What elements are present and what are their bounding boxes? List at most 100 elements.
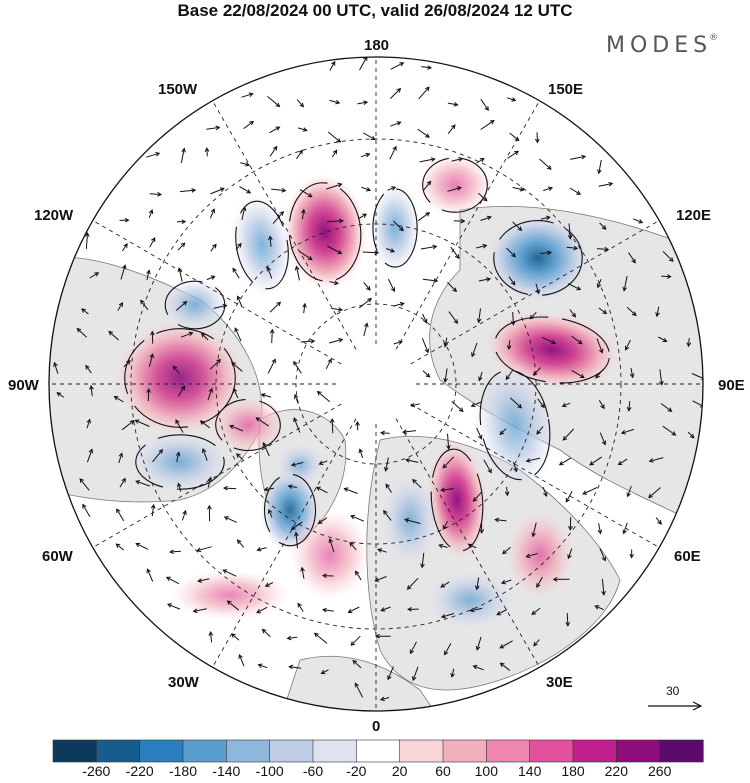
wind-arrow [169, 549, 181, 555]
wind-arrow [412, 478, 422, 489]
registered-mark: ® [709, 33, 719, 43]
lon-label-90w: 90W [8, 377, 39, 394]
wind-arrow [447, 102, 459, 107]
wind-arrow [328, 537, 335, 553]
wind-arrow [626, 401, 632, 412]
wind-arrow [239, 186, 252, 194]
wind-arrow [537, 398, 545, 409]
wind-arrow [387, 666, 394, 681]
colorbar-tick-label: -180 [168, 763, 198, 779]
wind-arrow [533, 639, 540, 647]
wind-arrow [177, 267, 183, 282]
wind-arrow [375, 633, 391, 639]
negative-anomaly [380, 472, 440, 568]
wind-arrow [207, 387, 214, 401]
wind-arrow [121, 420, 135, 431]
wind-arrow [321, 573, 334, 579]
wind-arrow [86, 418, 91, 429]
wind-arrow [354, 570, 362, 581]
wind-arrow [390, 62, 405, 70]
colorbar-tick-label: -60 [302, 763, 324, 779]
positive-anomaly [426, 440, 488, 560]
meridian-line [212, 100, 377, 385]
wind-arrow [287, 484, 297, 489]
wind-arrow [116, 508, 125, 522]
contour-line [263, 473, 317, 547]
wind-arrow [290, 521, 303, 530]
colorbar-tick-label: 60 [435, 763, 451, 779]
wind-arrow [446, 433, 451, 450]
positive-anomaly [170, 570, 290, 620]
wind-arrow [82, 503, 91, 518]
wind-arrow [404, 518, 421, 524]
wind-arrow [594, 605, 604, 611]
wind-arrow [628, 252, 636, 264]
wind-arrow [146, 568, 154, 582]
wind-arrow [386, 248, 395, 253]
wind-arrow [358, 297, 373, 309]
wind-arrow [412, 666, 419, 682]
wind-arrow [469, 607, 483, 613]
wind-arrow [206, 275, 216, 281]
lon-label-0: 0 [372, 718, 381, 735]
wind-arrow [204, 147, 210, 157]
wind-arrow [385, 483, 393, 493]
positive-anomaly [210, 395, 286, 455]
wind-arrow [476, 427, 483, 440]
colorbar-swatch [96, 739, 141, 763]
wind-arrow [438, 543, 448, 549]
wind-arrow [269, 328, 275, 344]
wind-arrow [85, 364, 92, 374]
wind-arrow [506, 97, 517, 102]
wind-arrow [565, 491, 573, 503]
wind-arrow [687, 431, 695, 439]
wind-arrow [686, 338, 692, 348]
wind-arrow [617, 458, 628, 466]
wind-arrow [208, 631, 214, 643]
wind-arrow [299, 250, 313, 261]
wind-arrow [331, 149, 338, 158]
negative-anomaly [275, 443, 325, 487]
wind-arrow [267, 358, 276, 374]
wind-arrow [236, 539, 245, 548]
wind-arrow [267, 508, 273, 518]
contour-line [164, 280, 226, 330]
wind-arrow [271, 187, 287, 193]
wind-arrow [300, 338, 316, 344]
wind-arrow [500, 579, 512, 585]
colorbar-tick-label: 260 [648, 763, 672, 779]
wind-arrow [331, 307, 344, 312]
wind-arrow [294, 531, 299, 549]
colorbar-swatch [139, 739, 184, 763]
wind-arrow [175, 451, 181, 463]
wind-arrow [146, 388, 151, 402]
wind-arrow [389, 145, 397, 160]
wind-arrow [409, 641, 417, 655]
wind-arrow [321, 607, 334, 613]
wind-arrow [632, 218, 644, 224]
wind-arrow [329, 99, 341, 105]
wind-arrow [494, 517, 507, 523]
wind-arrow [360, 152, 371, 158]
wind-arrow [146, 152, 161, 158]
wind-arrow [567, 283, 582, 291]
wind-arrow [531, 522, 537, 538]
wind-arrow [177, 242, 186, 251]
meridian-line [92, 220, 377, 385]
wind-arrow [509, 397, 523, 409]
wind-arrow [380, 606, 391, 612]
wind-arrow [313, 632, 328, 644]
wind-arrow [512, 186, 525, 192]
wind-arrow [150, 503, 156, 517]
wind-arrow [240, 162, 251, 167]
wind-arrow [620, 428, 635, 435]
lon-label-60w: 60W [42, 548, 73, 565]
contour-line [430, 448, 484, 552]
meridian-line [375, 383, 660, 548]
wind-arrow [571, 335, 583, 345]
wind-arrow [296, 149, 303, 160]
wind-arrow [478, 277, 492, 282]
wind-arrow [541, 336, 557, 345]
wind-arrow [501, 546, 511, 555]
wind-arrow [447, 282, 458, 293]
